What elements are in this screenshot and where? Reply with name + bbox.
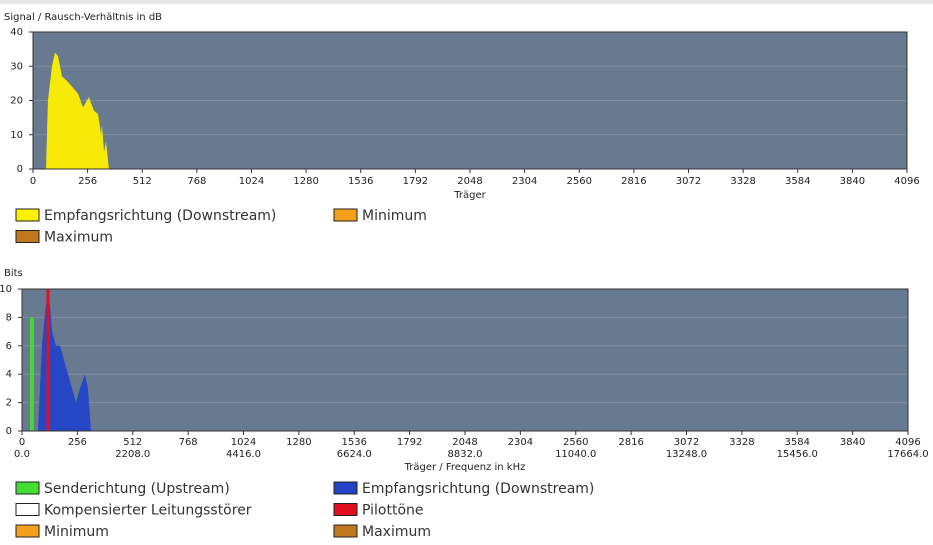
- x-tick-label: 2048: [452, 437, 477, 448]
- plot-border: [32, 31, 908, 170]
- legend-swatch: [15, 503, 40, 516]
- x2-tick-label: 0.0: [14, 449, 30, 460]
- x-tick-label: 512: [133, 176, 152, 187]
- legend-swatch: [15, 208, 40, 222]
- x2-tick-label: 15456.0: [777, 449, 818, 460]
- x-tick-label: 1280: [293, 176, 318, 187]
- legend-label: Empfangsrichtung (Downstream): [44, 208, 276, 224]
- chart-title: Bits: [4, 268, 23, 279]
- x-tick-label: 3072: [674, 437, 699, 448]
- x-tick-label: 3840: [840, 176, 865, 187]
- x-tick-label: 4096: [894, 176, 919, 187]
- x-tick-label: 3328: [730, 176, 755, 187]
- legend-swatch: [15, 230, 40, 243]
- y-tick-label: 10: [10, 130, 23, 141]
- x-tick-label: 4096: [895, 437, 920, 448]
- legend-label: Minimum: [44, 524, 109, 540]
- x-tick-label: 3072: [676, 176, 701, 187]
- legend-swatch: [333, 208, 358, 222]
- x-tick-label: 2816: [621, 176, 646, 187]
- y-tick-label: 2: [6, 398, 12, 409]
- x-tick-label: 256: [68, 437, 87, 448]
- x-tick-label: 2816: [618, 437, 643, 448]
- area: [38, 303, 92, 431]
- x-tick-label: 3584: [785, 176, 810, 187]
- x2-tick-label: 4416.0: [226, 449, 261, 460]
- x-tick-label: 0: [19, 437, 25, 448]
- y-tick-label: 4: [6, 369, 12, 380]
- x-tick-label: 2304: [508, 437, 533, 448]
- area: [30, 317, 34, 431]
- y-tick-label: 0: [6, 426, 12, 437]
- x-tick-label: 768: [179, 437, 198, 448]
- plot-area: [22, 289, 908, 431]
- x2-tick-label: 2208.0: [115, 449, 150, 460]
- x-tick-label: 1280: [286, 437, 311, 448]
- x-tick-label: 2048: [457, 176, 482, 187]
- top-bar: [0, 0, 933, 4]
- x2-tick-label: 6624.0: [337, 449, 372, 460]
- x-tick-label: 3328: [729, 437, 754, 448]
- x-tick-label: 1792: [397, 437, 422, 448]
- legend-swatch: [15, 524, 40, 538]
- x-axis-label: Träger / Frequenz in kHz: [404, 462, 526, 473]
- x-tick-label: 0: [30, 176, 36, 187]
- y-tick-label: 20: [10, 96, 23, 107]
- legend-label: Empfangsrichtung (Downstream): [362, 481, 594, 497]
- x-tick-label: 1536: [348, 176, 373, 187]
- legend-label: Maximum: [362, 524, 431, 540]
- x-tick-label: 1024: [239, 176, 264, 187]
- y-tick-label: 40: [10, 27, 23, 38]
- x-tick-label: 768: [187, 176, 206, 187]
- x-tick-label: 1024: [231, 437, 256, 448]
- y-tick-label: 0: [17, 164, 23, 175]
- x-tick-label: 1792: [403, 176, 428, 187]
- legend-label: Maximum: [44, 230, 113, 246]
- legend-swatch: [333, 524, 358, 538]
- x-tick-label: 256: [78, 176, 97, 187]
- y-tick-label: 6: [6, 341, 12, 352]
- y-tick-label: 8: [6, 312, 12, 323]
- x-tick-label: 2560: [563, 437, 588, 448]
- y-tick-label: 30: [10, 61, 23, 72]
- x2-tick-label: 11040.0: [555, 449, 596, 460]
- x-tick-label: 3840: [840, 437, 865, 448]
- legend-label: Senderichtung (Upstream): [44, 481, 230, 497]
- legend-label: Pilottöne: [362, 503, 424, 519]
- legend-label: Minimum: [362, 208, 427, 224]
- chart-title: Signal / Rausch-Verhältnis in dB: [4, 12, 162, 23]
- area: [46, 52, 109, 169]
- pilot-bar: [46, 289, 50, 431]
- y-tick-label: 10: [0, 284, 12, 295]
- x2-tick-label: 13248.0: [666, 449, 707, 460]
- x2-tick-label: 8832.0: [448, 449, 483, 460]
- x-tick-label: 3584: [785, 437, 810, 448]
- x-tick-label: 512: [123, 437, 142, 448]
- legend-swatch: [333, 481, 358, 495]
- x-tick-label: 1536: [342, 437, 367, 448]
- legend-label: Kompensierter Leitungsstörer: [44, 503, 252, 519]
- plot-border: [21, 288, 909, 432]
- legend-swatch: [15, 481, 40, 495]
- x2-tick-label: 17664.0: [887, 449, 928, 460]
- x-tick-label: 2304: [512, 176, 537, 187]
- legend-swatch: [333, 503, 358, 516]
- x-axis-label: Träger: [453, 190, 486, 201]
- x-tick-label: 2560: [567, 176, 592, 187]
